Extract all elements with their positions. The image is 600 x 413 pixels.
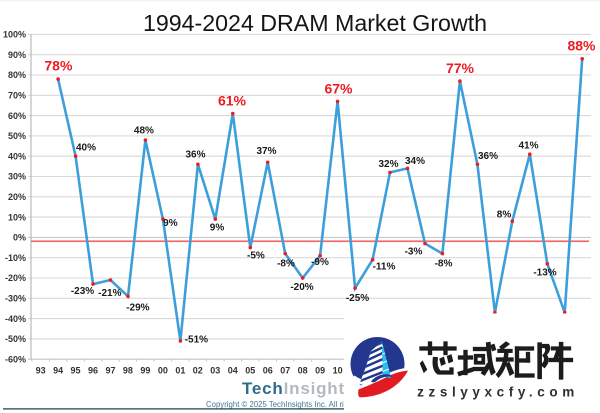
- svg-text:-9%: -9%: [311, 257, 329, 268]
- svg-text:70%: 70%: [8, 91, 26, 101]
- svg-text:-5%: -5%: [247, 251, 265, 262]
- svg-text:05: 05: [245, 365, 255, 375]
- svg-text:02: 02: [193, 365, 203, 375]
- svg-text:98: 98: [123, 365, 133, 375]
- svg-text:90%: 90%: [8, 50, 26, 60]
- svg-text:20%: 20%: [8, 192, 26, 202]
- svg-text:04: 04: [228, 365, 238, 375]
- svg-text:-20%: -20%: [290, 282, 313, 293]
- svg-text:TechInsights: TechInsights: [242, 379, 355, 398]
- svg-text:10%: 10%: [8, 212, 26, 222]
- svg-text:-40%: -40%: [5, 314, 26, 324]
- svg-text:zzslyyxcfy.com: zzslyyxcfy.com: [417, 385, 579, 400]
- svg-text:96: 96: [88, 365, 98, 375]
- svg-text:01: 01: [175, 365, 185, 375]
- svg-text:-13%: -13%: [533, 268, 556, 279]
- svg-text:61%: 61%: [218, 93, 247, 109]
- svg-text:9%: 9%: [163, 218, 178, 229]
- svg-text:-20%: -20%: [5, 273, 26, 283]
- svg-text:-60%: -60%: [5, 354, 26, 364]
- svg-text:-23%: -23%: [71, 286, 94, 297]
- svg-text:09: 09: [315, 365, 325, 375]
- svg-text:1994-2024 DRAM Market Growth: 1994-2024 DRAM Market Growth: [143, 10, 487, 36]
- svg-text:06: 06: [263, 365, 273, 375]
- svg-text:9%: 9%: [210, 222, 225, 233]
- svg-text:40%: 40%: [76, 143, 96, 154]
- svg-text:80%: 80%: [8, 70, 26, 80]
- svg-text:77%: 77%: [446, 60, 475, 76]
- svg-text:-3%: -3%: [405, 247, 423, 258]
- svg-text:99: 99: [140, 365, 150, 375]
- svg-text:97: 97: [105, 365, 115, 375]
- svg-text:-29%: -29%: [126, 302, 149, 313]
- svg-text:36%: 36%: [185, 149, 205, 160]
- svg-text:30%: 30%: [8, 172, 26, 182]
- svg-text:-8%: -8%: [277, 259, 295, 270]
- svg-text:-10%: -10%: [5, 253, 26, 263]
- svg-text:-25%: -25%: [346, 293, 369, 304]
- svg-text:60%: 60%: [8, 111, 26, 121]
- svg-text:36%: 36%: [478, 151, 498, 162]
- svg-text:94: 94: [53, 365, 63, 375]
- svg-text:93: 93: [36, 365, 46, 375]
- svg-text:78%: 78%: [44, 58, 73, 74]
- svg-text:41%: 41%: [518, 140, 538, 151]
- svg-text:0%: 0%: [13, 233, 26, 243]
- svg-text:37%: 37%: [256, 146, 276, 157]
- svg-text:07: 07: [280, 365, 290, 375]
- svg-text:08: 08: [298, 365, 308, 375]
- svg-text:10: 10: [333, 365, 343, 375]
- svg-text:-11%: -11%: [373, 262, 396, 273]
- svg-text:34%: 34%: [405, 156, 425, 167]
- svg-text:100%: 100%: [3, 30, 26, 40]
- svg-text:-30%: -30%: [5, 294, 26, 304]
- svg-text:00: 00: [158, 365, 168, 375]
- svg-text:48%: 48%: [134, 126, 154, 137]
- svg-text:40%: 40%: [8, 151, 26, 161]
- svg-text:-50%: -50%: [5, 334, 26, 344]
- svg-text:-8%: -8%: [435, 259, 453, 270]
- svg-text:95: 95: [70, 365, 80, 375]
- svg-text:8%: 8%: [497, 209, 512, 220]
- svg-text:50%: 50%: [8, 131, 26, 141]
- svg-text:-21%: -21%: [98, 288, 121, 299]
- svg-text:32%: 32%: [378, 159, 398, 170]
- svg-text:88%: 88%: [567, 38, 596, 54]
- svg-text:Copyright © 2025 TechInsights: Copyright © 2025 TechInsights Inc. All r…: [206, 400, 372, 409]
- svg-text:03: 03: [210, 365, 220, 375]
- svg-text:67%: 67%: [324, 80, 353, 96]
- svg-text:-51%: -51%: [185, 334, 208, 345]
